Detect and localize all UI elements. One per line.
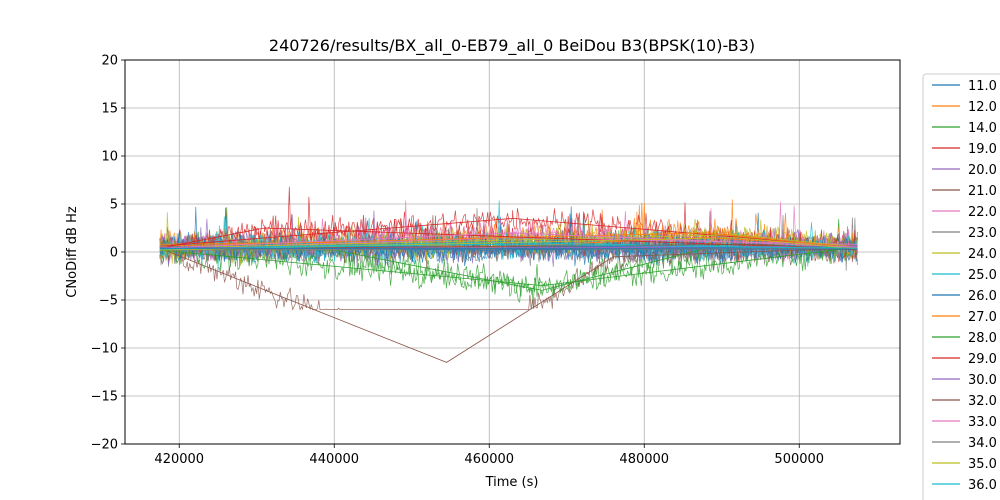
legend-label: 25.0 [968,268,997,283]
legend: 11.0 12.0 14.0 19.0 20.0 21.0 22.0 23.0 24.0 25.0… [922,73,1000,500]
series-anchor-29.0 [159,227,858,250]
legend-label: 33.0 [968,415,997,430]
y-tick-label: −15 [91,390,118,405]
x-tick-label: 440000 [309,452,359,467]
y-axis: −20 −15 −10 −5 0 5 10 15 20 [91,54,125,453]
series-anchor-24.0 [159,234,858,249]
data-lines [159,217,858,363]
legend-label: 23.0 [968,226,997,241]
legend-items: 11.0 12.0 14.0 19.0 20.0 21.0 22.0 23.0 24.0 25.0… [932,79,997,500]
series-anchor-27.0 [159,232,858,249]
legend-label: 19.0 [968,142,997,157]
y-tick-label: −10 [91,342,118,357]
x-tick-label: 480000 [619,452,669,467]
legend-label: 20.0 [968,163,997,178]
y-axis-label: CNoDiff dB Hz [65,206,80,298]
legend-label: 34.0 [968,436,997,451]
chart-title: 240726/results/BX_all_0-EB79_all_0 BeiDo… [269,36,755,56]
y-tick-label: 0 [110,246,118,261]
legend-label: 32.0 [968,394,997,409]
y-tick-label: 10 [101,150,118,165]
legend-label: 26.0 [968,289,997,304]
series-anchor-28.0 [159,246,858,287]
legend-label: 36.0 [968,478,997,493]
y-tick-label: 15 [101,102,118,117]
series-anchor-37.0 [159,247,858,250]
x-axis: 420000 440000 460000 480000 500000 [154,444,824,467]
legend-label: 11.0 [968,79,997,94]
legend-box [922,73,1000,500]
legend-label: 35.0 [968,457,997,472]
legend-label: 27.0 [968,310,997,325]
x-axis-label: Time (s) [485,475,539,490]
legend-label: 21.0 [968,184,997,199]
legend-label: 12.0 [968,100,997,115]
legend-label: 14.0 [968,121,997,136]
series-anchor-33.0 [159,232,858,249]
y-tick-label: −5 [99,294,118,309]
series-anchor-25.0 [159,241,858,250]
series-anchor-36.0 [159,243,858,250]
legend-label: 24.0 [968,247,997,262]
legend-label: 28.0 [968,331,997,346]
x-tick-label: 420000 [154,452,204,467]
y-tick-label: 5 [110,198,118,213]
legend-label: 22.0 [968,205,997,220]
x-tick-label: 500000 [774,452,824,467]
y-tick-label: 20 [101,54,118,69]
x-tick-label: 460000 [464,452,514,467]
legend-label: 29.0 [968,352,997,367]
series-anchor-12.0 [159,237,858,248]
y-tick-label: −20 [91,438,118,453]
series-anchor-21.0 [159,247,858,363]
legend-label: 30.0 [968,373,997,388]
